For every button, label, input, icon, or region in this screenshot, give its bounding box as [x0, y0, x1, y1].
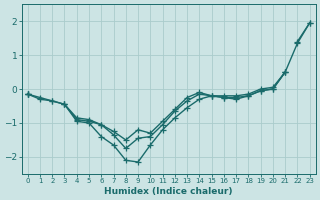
X-axis label: Humidex (Indice chaleur): Humidex (Indice chaleur)	[104, 187, 233, 196]
